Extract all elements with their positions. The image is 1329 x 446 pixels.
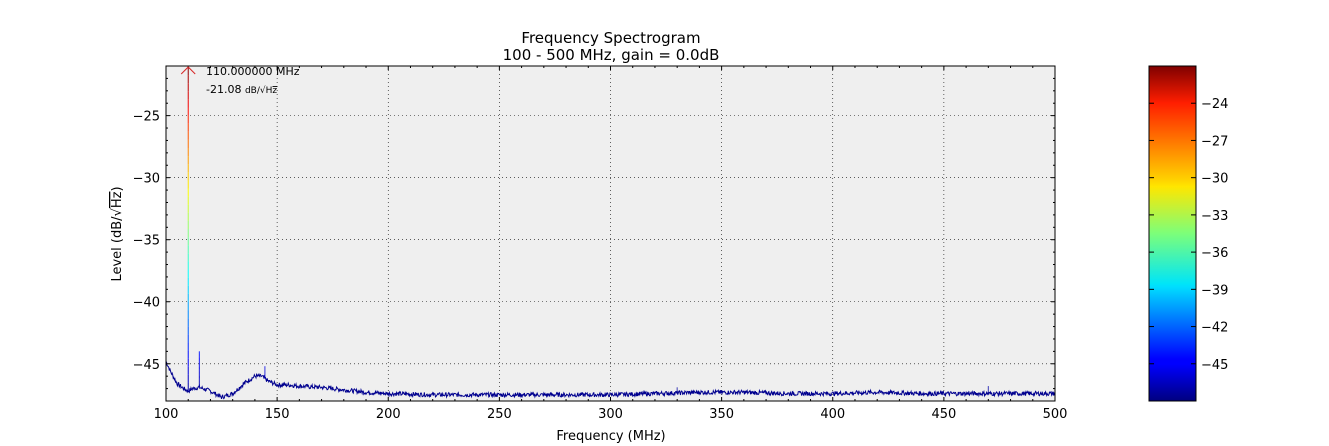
y-tick-label: −25 [133,110,160,125]
x-tick-label: 300 [598,407,623,422]
peak-level-sqrt: √ [260,85,266,96]
peak-annotation: 110.000000 MHz -21.08 dB/√Hz [206,65,300,96]
peak-marker [180,66,196,75]
x-tick-label: 400 [820,407,845,422]
noise-floor-line [166,361,1055,400]
x-tick-label: 150 [265,407,290,422]
y-axis-title-prefix: Level (dB/ [110,216,125,282]
colorbar-tick-label: −36 [1201,246,1228,261]
x-axis-title: Frequency (MHz) [556,429,665,444]
colorbar-tick-label: −45 [1201,358,1228,373]
peak-frequency-label: 110.000000 MHz [206,65,300,78]
chart-title: Frequency Spectrogram [521,29,700,47]
colorbar-frame [1148,65,1197,402]
y-tick-label: −30 [133,172,160,187]
x-tick-label: 200 [376,407,401,422]
svg-text:Level (dB/√Hz): Level (dB/√Hz) [110,186,125,281]
y-tick-label: −40 [133,296,160,311]
colorbar-tick-label: −27 [1201,134,1228,149]
y-axis-title-suffix: ) [110,186,125,191]
plot-area [166,66,1055,401]
peak-level-unit-prefix: dB/ [245,86,261,96]
x-tick-label: 350 [709,407,734,422]
y-tick-label: −45 [133,358,160,373]
x-tick-label: 450 [931,407,956,422]
y-axis-ticks: −45 −40 −35 −30 −25 [133,77,1055,390]
peak-level-unit: Hz [266,86,278,96]
x-tick-label: 500 [1043,407,1068,422]
peak-level-label: -21.08 dB/√Hz [206,83,277,96]
data-layer [166,66,1055,400]
x-axis-ticks: 100 150 200 250 300 350 400 450 500 [154,66,1068,422]
y-tick-label: −35 [133,234,160,249]
x-tick-label: 250 [487,407,512,422]
y-axis-title-sqrt: √ [110,207,125,216]
colorbar-tick-label: −42 [1201,321,1228,336]
peak-level-value: -21.08 [206,83,241,96]
colorbar-tick-label: −24 [1201,97,1228,112]
y-axis-title-unit: Hz [110,191,125,208]
colorbar-tick-label: −39 [1201,283,1228,298]
colorbar [1149,66,1196,401]
colorbar-tick-label: −33 [1201,209,1228,224]
colorbar-ticks: −24 −27 −30 −33 −36 −39 −42 −45 [1149,97,1228,373]
grid-lines [166,66,1055,401]
colorbar-tick-label: −30 [1201,172,1228,187]
chart-subtitle: 100 - 500 MHz, gain = 0.0dB [503,46,720,64]
x-tick-label: 100 [154,407,179,422]
y-axis-title: Level (dB/√Hz) [110,186,125,281]
